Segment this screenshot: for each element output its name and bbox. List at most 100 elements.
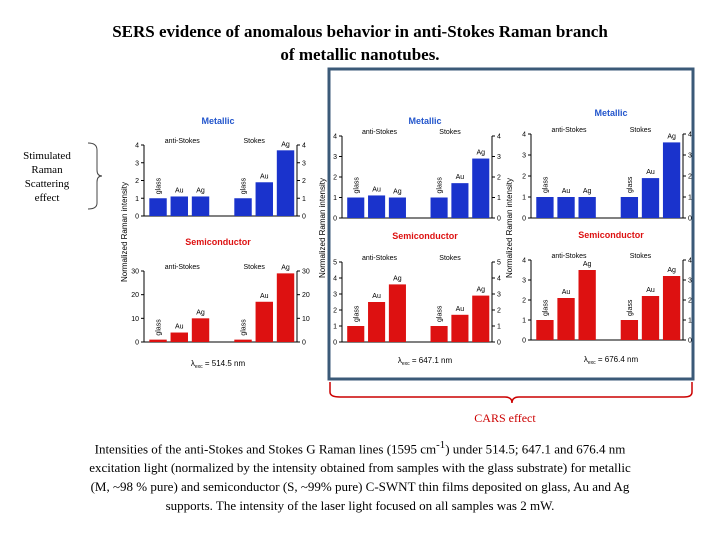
bar-label-glass: glass [542, 176, 549, 193]
y-tick-label-right: 4 [302, 143, 306, 150]
y-tick-label-left: 2 [522, 298, 526, 305]
y-tick-label-left: 30 [131, 269, 139, 276]
y-tick-label-right: 4 [688, 132, 692, 139]
y-tick-label-right: 3 [688, 278, 692, 285]
bar-au [557, 298, 575, 340]
chart-panel-2: Semiconductor 0 0 10 10 20 20 30 30 anti-Stokes St… [131, 237, 310, 347]
y-tick-label-left: 4 [333, 276, 337, 283]
y-tick-label-right: 3 [497, 292, 501, 299]
y-tick-label-left: 2 [333, 308, 337, 315]
bar-label-au: Au [372, 293, 381, 300]
group-label-anti-stokes: anti-Stokes [551, 127, 587, 134]
bar-label-au: Au [456, 174, 465, 181]
lambda-symbol: λ [584, 355, 588, 364]
y-tick-label-left: 4 [135, 143, 139, 150]
y-axis-label: Normalized Raman intensity [505, 178, 514, 278]
y-tick-label-left: 2 [135, 178, 139, 185]
bar-ag [191, 318, 210, 342]
bar-label-au: Au [175, 324, 184, 331]
bar-label-glass: glass [156, 177, 163, 194]
group-label-anti-stokes: anti-Stokes [362, 129, 398, 136]
bar-label-ag: Ag [281, 141, 290, 148]
bar-label-ag: Ag [281, 264, 290, 271]
side-label: Stimulated Raman Scattering effect [23, 150, 71, 204]
bar-label-ag: Ag [583, 261, 592, 268]
y-tick-label-left: 1 [135, 196, 139, 203]
bar-label-glass: glass [627, 176, 634, 193]
y-tick-label-left: 4 [522, 258, 526, 265]
y-tick-label-left: 0 [522, 216, 526, 223]
y-tick-label-right: 20 [302, 292, 310, 299]
y-tick-label-left: 0 [135, 214, 139, 221]
y-tick-label-right: 0 [302, 214, 306, 221]
bar-glass [430, 197, 448, 218]
bar-au [255, 301, 273, 342]
bar-glass [149, 339, 167, 342]
excitation-value: = 676.4 nm [596, 355, 639, 364]
chart-panel-6: Semiconductor 0 0 1 1 2 2 3 3 4 4 anti-Stokes Stokes… [522, 230, 692, 345]
chart-panel-1: Metallic 0 0 1 1 2 2 3 3 4 4 anti-Stokes Stokes glass… [135, 116, 306, 221]
lambda-subscript: exc [195, 364, 203, 370]
excitation-label: λexc = 514.5 nm [191, 359, 246, 370]
figure-caption: Intensities of the anti-Stokes and Stoke… [80, 436, 640, 515]
lambda-subscript: exc [588, 360, 596, 366]
bar-ag [388, 197, 406, 218]
y-tick-label-left: 2 [522, 174, 526, 181]
page-title: SERS evidence of anomalous behavior in a… [40, 20, 680, 66]
bar-glass [234, 339, 252, 342]
bar-au [368, 195, 386, 218]
y-tick-label-left: 3 [522, 278, 526, 285]
y-tick-label-right: 1 [302, 196, 306, 203]
caption-text-1: Intensities of the anti-Stokes and Stoke… [94, 441, 437, 457]
group-label-stokes: Stokes [630, 127, 652, 134]
bar-label-glass: glass [437, 177, 444, 194]
group-label-anti-stokes: anti-Stokes [551, 253, 587, 260]
excitation-label: λexc = 676.4 nm [584, 355, 639, 366]
bar-label-au: Au [175, 187, 184, 194]
group-label-stokes: Stokes [630, 253, 652, 260]
y-tick-label-left: 1 [333, 195, 337, 202]
chart-panel-5: Metallic 0 0 1 1 2 2 3 3 4 4 anti-Stokes Stokes glass… [522, 108, 692, 223]
excitation-value: = 647.1 nm [410, 356, 453, 365]
y-axis-label: Normalized Raman intensity [318, 178, 327, 278]
bar-label-glass: glass [156, 319, 163, 336]
bar-label-ag: Ag [583, 188, 592, 195]
bar-label-glass: glass [437, 305, 444, 322]
bar-label-glass: glass [241, 319, 248, 336]
y-tick-label-left: 10 [131, 316, 139, 323]
y-tick-label-left: 5 [333, 260, 337, 267]
y-tick-label-left: 20 [131, 292, 139, 299]
chart-title: Metallic [201, 116, 234, 126]
group-label-stokes: Stokes [439, 129, 461, 136]
y-tick-label-left: 3 [135, 160, 139, 167]
y-tick-label-left: 1 [522, 318, 526, 325]
bar-label-au: Au [562, 188, 571, 195]
y-tick-label-right: 3 [688, 153, 692, 160]
bar-label-ag: Ag [667, 267, 676, 274]
y-tick-label-left: 0 [135, 340, 139, 347]
y-tick-label-right: 4 [497, 276, 501, 283]
y-tick-label-right: 4 [497, 134, 501, 141]
bar-label-glass: glass [542, 299, 549, 316]
bar-glass [430, 326, 448, 342]
y-tick-label-right: 2 [688, 174, 692, 181]
bar-au [255, 182, 273, 216]
y-tick-label-right: 5 [497, 260, 501, 267]
bar-label-au: Au [646, 169, 655, 176]
y-tick-label-right: 1 [497, 195, 501, 202]
bar-label-glass: glass [353, 177, 360, 194]
bar-glass [149, 198, 167, 216]
bar-au [170, 196, 188, 216]
bar-label-ag: Ag [476, 287, 485, 294]
bar-ag [662, 142, 681, 218]
cars-highlight-box [327, 67, 695, 381]
y-axis-label: Normalized Raman intensity [120, 182, 129, 282]
bar-glass [347, 197, 365, 218]
y-tick-label-right: 2 [497, 175, 501, 182]
y-tick-label-left: 0 [522, 338, 526, 345]
bar-au [170, 332, 188, 342]
chart-title: Semiconductor [392, 231, 458, 241]
bar-ag [276, 273, 295, 342]
bar-au [368, 302, 386, 342]
caption-superscript: -1 [436, 439, 446, 451]
